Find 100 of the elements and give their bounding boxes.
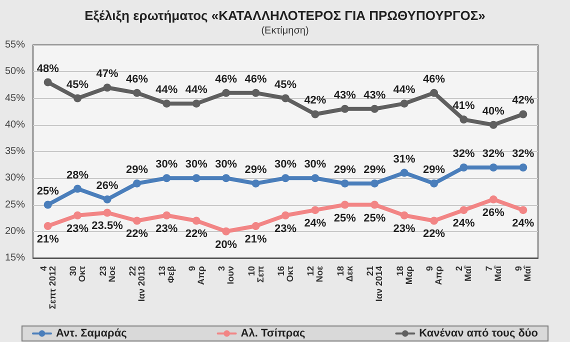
point [311, 174, 320, 182]
x-tick-label: 30 Οκτ [68, 266, 88, 282]
x-tick-label: 13 Φεβ [157, 266, 176, 284]
data-label: 47% [96, 68, 118, 80]
point [74, 184, 82, 193]
data-label: 23.5% [92, 220, 124, 232]
data-label: 21% [36, 234, 60, 246]
data-label: 25% [36, 185, 60, 198]
point [132, 88, 141, 97]
x-tick-label: 23 Νοε [98, 265, 117, 282]
point [400, 100, 408, 108]
y-tick-label: 35% [4, 146, 26, 157]
data-label: 26% [96, 180, 118, 192]
data-label: 29% [126, 164, 148, 176]
point [340, 200, 349, 209]
data-label: 43% [334, 89, 356, 102]
point [519, 206, 528, 214]
x-tick-label: 16 Οκτ [276, 266, 295, 282]
x-tick-label: 2 Μαΐ [454, 266, 474, 282]
point [44, 200, 52, 209]
y-tick-label: 15% [4, 252, 26, 264]
data-label: 26% [482, 206, 505, 219]
y-tick-label: 40% [4, 119, 26, 130]
data-label: 44% [393, 84, 416, 96]
y-tick-label: 30% [4, 172, 26, 184]
point [460, 206, 468, 214]
y-tick-label: 25% [4, 199, 26, 210]
y-tick-label: 45% [4, 92, 26, 104]
point [282, 174, 290, 182]
point [311, 110, 320, 118]
x-tick-label: 10 Σεπ [246, 266, 266, 283]
point [282, 94, 290, 102]
data-label: 46% [215, 73, 238, 86]
data-label: 29% [244, 164, 268, 176]
y-tick-label: 50% [4, 66, 26, 78]
point [252, 88, 260, 97]
x-tick-label: 9 Μαΐ [514, 266, 533, 282]
point [460, 163, 468, 172]
point [103, 84, 112, 92]
data-label: 30% [304, 158, 326, 171]
x-tick-label: 4 Σεπτ 2012 [38, 266, 58, 310]
point [340, 104, 349, 113]
data-label: 45% [66, 78, 89, 91]
data-label: 23% [393, 222, 416, 235]
point [74, 94, 82, 102]
data-label: 29% [423, 164, 446, 176]
data-label: 24% [512, 218, 534, 230]
point [370, 200, 379, 209]
data-label: 22% [423, 228, 446, 240]
point [489, 163, 498, 172]
x-tick-label: 7 Μαΐ [484, 266, 503, 282]
data-label: 28% [66, 169, 89, 182]
point [489, 120, 498, 129]
point [162, 211, 171, 220]
x-tick-label: 18 Μαρ [394, 266, 414, 285]
point [132, 216, 141, 225]
x-tick-label: 12 Νοε [306, 265, 325, 282]
data-label: 48% [36, 62, 60, 75]
y-tick-label: 55% [4, 40, 26, 50]
point [132, 179, 141, 188]
data-label: 32% [482, 148, 505, 160]
data-label: 30% [274, 158, 297, 171]
chart-title: Εξέλιξη ερωτήματος «ΚΑΤΑΛΛΗΛΟΤΕΡΟΣ ΓΙΑ ΠΡΩΘΥΠΟΥΡΓΟΣ» [84, 8, 486, 23]
point [44, 78, 52, 86]
point [222, 88, 230, 97]
x-tick-label: 22 Ιαν 2013 [127, 266, 146, 302]
data-label: 31% [393, 153, 416, 166]
x-tick-label: 9 Απρ [186, 266, 206, 285]
point [519, 163, 528, 172]
point [430, 88, 438, 97]
point [103, 195, 112, 204]
data-label: 42% [304, 94, 326, 107]
legend-label: Αντ. Σαμαράς [56, 328, 128, 340]
point [460, 116, 468, 124]
data-label: 42% [512, 94, 534, 107]
point [340, 179, 349, 188]
legend-label: Αλ. Τσίπρας [240, 328, 306, 340]
chart-subtitle: (Εκτίμηση) [261, 26, 309, 36]
point [192, 174, 200, 182]
x-tick-label: 9 Απρ [424, 266, 444, 285]
point [370, 104, 379, 113]
point [311, 206, 320, 214]
data-label: 21% [244, 234, 268, 246]
point [44, 222, 52, 230]
data-label: 44% [185, 84, 208, 96]
data-label: 30% [185, 158, 208, 171]
data-label: 22% [185, 228, 208, 240]
point [222, 174, 230, 182]
point [370, 179, 379, 188]
data-label: 25% [364, 212, 386, 224]
data-label: 30% [215, 158, 238, 171]
point [74, 211, 82, 220]
data-label: 46% [423, 73, 446, 86]
data-label: 43% [364, 89, 386, 102]
x-tick-label: 3 Ιουν [216, 266, 236, 284]
x-tick-label: 18 Δεκ [335, 265, 354, 282]
data-label: 46% [126, 73, 148, 86]
point [400, 211, 408, 220]
data-label: 30% [156, 158, 178, 171]
data-label: 40% [482, 105, 505, 118]
